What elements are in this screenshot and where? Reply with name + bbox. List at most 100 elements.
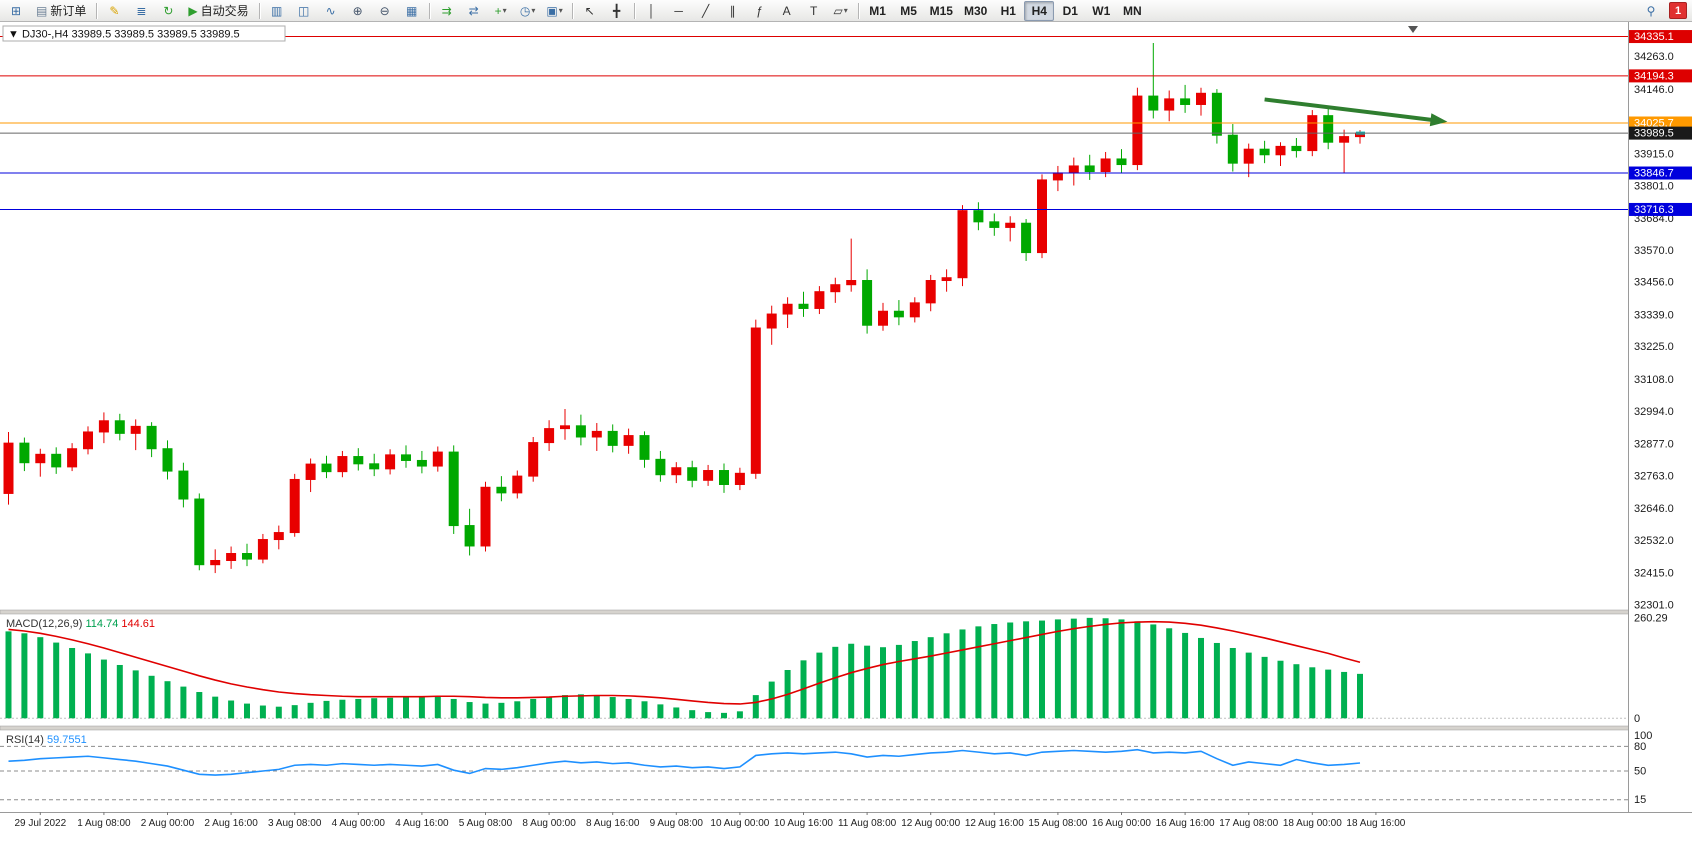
periods-button[interactable]: ◷ ▾ — [515, 1, 541, 21]
price-badge-label: 33989.5 — [1634, 128, 1674, 140]
panel-divider[interactable] — [0, 609, 1692, 615]
candle — [1227, 124, 1238, 172]
tile-windows-button[interactable]: ▦ — [399, 1, 425, 21]
candle-body — [19, 442, 30, 464]
macd-histogram-bar — [1118, 619, 1125, 719]
indicators-button[interactable]: + ▾ — [488, 1, 514, 21]
candle-body — [973, 210, 984, 223]
macd-histogram-bar — [85, 653, 91, 719]
metaeditor-button[interactable]: ✎ — [101, 1, 127, 21]
price-tick-label: 32763.0 — [1634, 470, 1674, 482]
horizontal-line-button[interactable]: ─ — [666, 1, 692, 21]
timeframe-h4[interactable]: H4 — [1024, 0, 1055, 21]
vertical-line-button[interactable]: │ — [639, 1, 665, 21]
refresh-button[interactable]: ↻ — [155, 1, 181, 21]
auto-scroll-button[interactable]: ⇉ — [434, 1, 460, 21]
candle — [766, 305, 777, 345]
macd-histogram-bar — [132, 670, 139, 719]
timeframe-m5[interactable]: M5 — [894, 1, 924, 21]
time-label: 4 Aug 00:00 — [332, 818, 386, 829]
auto-trading-button[interactable]: ▶ 自动交易 — [182, 1, 254, 21]
text-label-button[interactable]: T — [801, 1, 827, 21]
price-badge — [1629, 126, 1692, 140]
chart-canvas[interactable]: 34263.0 34146.0 33915.0 33801.0 33684.0 33570… — [0, 22, 1692, 845]
line-chart-button[interactable]: ∿ — [318, 1, 344, 21]
candle-body — [766, 313, 777, 329]
candle — [3, 431, 14, 505]
candlestick-chart-button[interactable]: ◫ — [291, 1, 317, 21]
candle — [1005, 216, 1016, 242]
trendline-button[interactable]: ╱ — [693, 1, 719, 21]
shapes-icon: ▱ — [833, 3, 843, 18]
shapes-button[interactable]: ▱ ▾ — [828, 1, 854, 21]
candle-body — [385, 454, 396, 470]
zoom-out-button[interactable]: ⊖ — [372, 1, 398, 21]
candle — [464, 508, 475, 556]
cursor-button[interactable]: ↖ — [577, 1, 603, 21]
timeframe-m1[interactable]: M1 — [863, 1, 893, 21]
pencil-icon: ✎ — [109, 3, 120, 18]
market-watch-button[interactable]: ≣ — [128, 1, 154, 21]
candle — [893, 300, 904, 326]
macd-histogram-bar — [689, 710, 696, 719]
candle-body — [1196, 92, 1206, 105]
candle — [1291, 138, 1302, 158]
candle — [1116, 149, 1127, 173]
candle — [973, 202, 984, 231]
timeframe-w1[interactable]: W1 — [1086, 1, 1116, 21]
macd-histogram-bar — [1102, 618, 1109, 719]
candle-body — [989, 221, 1000, 228]
timeframe-m30-label: M30 — [963, 3, 988, 18]
candle — [1180, 84, 1191, 113]
candle-body — [114, 420, 125, 434]
new-chart-button[interactable]: ⊞ — [3, 1, 29, 21]
candle — [1211, 89, 1222, 144]
candle — [83, 426, 93, 455]
macd-histogram-bar — [673, 707, 680, 719]
candle-body — [703, 470, 714, 481]
text-button[interactable]: A — [774, 1, 800, 21]
candle — [305, 458, 316, 493]
chart-shift-marker[interactable] — [1408, 26, 1418, 33]
toolbar-separator — [571, 2, 573, 19]
zoom-in-button[interactable]: ⊕ — [345, 1, 371, 21]
time-label: 1 Aug 08:00 — [77, 818, 131, 829]
timeframe-d1-label: D1 — [1062, 3, 1078, 18]
fibonacci-button[interactable]: ƒ — [747, 1, 773, 21]
candle-body — [162, 448, 173, 472]
chart-shift-button[interactable]: ⇄ — [461, 1, 487, 21]
search-button[interactable]: ⚲ — [1638, 1, 1664, 21]
timeframe-mn[interactable]: MN — [1117, 1, 1147, 21]
candle — [1132, 87, 1143, 171]
candle-body — [528, 442, 539, 477]
crosshair-button[interactable]: ╋ — [604, 1, 630, 21]
time-label: 17 Aug 08:00 — [1219, 818, 1278, 829]
panel-divider[interactable] — [0, 725, 1692, 731]
new-order-button[interactable]: ▤ 新订单 — [30, 1, 92, 21]
channel-button[interactable]: ∥ — [720, 1, 746, 21]
macd-histogram-bar — [816, 652, 823, 719]
macd-histogram-bar — [625, 698, 632, 719]
price-tick-label: 32877.0 — [1634, 438, 1674, 450]
price-badge-label: 34194.3 — [1634, 70, 1674, 82]
templates-button[interactable]: ▣ ▾ — [542, 1, 568, 21]
symbol-label-box — [2, 25, 286, 42]
bar-chart-button[interactable]: ▥ — [264, 1, 290, 21]
candle — [671, 462, 682, 484]
price-axis[interactable]: 34263.0 34146.0 33915.0 33801.0 33684.0 33570… — [1628, 22, 1692, 812]
macd-histogram-bar — [307, 702, 314, 719]
timeframe-m15[interactable]: M15 — [925, 1, 958, 21]
candle — [1339, 129, 1350, 173]
candle-body — [3, 442, 14, 494]
time-axis[interactable]: 29 Jul 2022 1 Aug 08:00 2 Aug 00:00 2 Aug 1… — [0, 812, 1692, 845]
trend-arrow[interactable] — [1264, 97, 1448, 127]
macd-histogram-bar — [991, 624, 998, 719]
timeframe-d1[interactable]: D1 — [1055, 1, 1085, 21]
candle-body — [750, 327, 761, 474]
notification-badge[interactable]: 1 — [1669, 2, 1687, 19]
refresh-icon: ↻ — [163, 3, 174, 18]
macd-histogram-bar — [1261, 656, 1268, 719]
timeframe-m30[interactable]: M30 — [959, 1, 992, 21]
candle — [798, 291, 809, 317]
timeframe-h1[interactable]: H1 — [993, 1, 1023, 21]
